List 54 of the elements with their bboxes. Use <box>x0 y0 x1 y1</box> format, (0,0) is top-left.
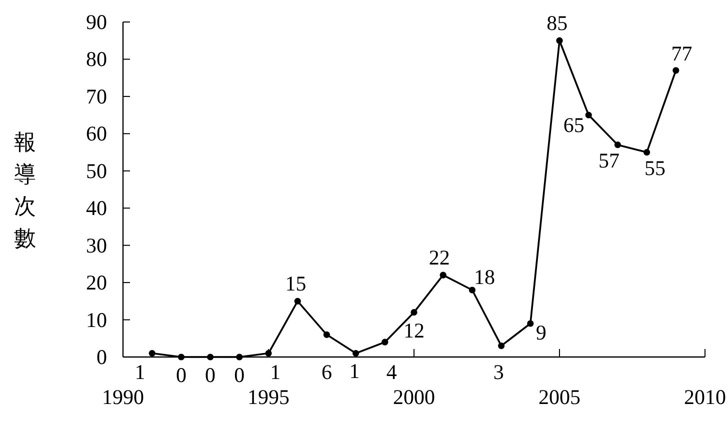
x-tick-label: 1995 <box>248 385 290 409</box>
x-tick-label: 2000 <box>393 385 435 409</box>
data-label: 9 <box>536 320 546 344</box>
y-tick-label: 60 <box>86 122 107 146</box>
data-label: 57 <box>598 148 620 172</box>
data-label: 65 <box>563 112 584 137</box>
y-tick-label: 90 <box>86 10 107 34</box>
data-label: 1 <box>134 360 146 384</box>
point <box>148 350 156 357</box>
point <box>644 148 650 156</box>
y-tick-label: 80 <box>86 47 107 72</box>
data-label: 0 <box>176 363 186 387</box>
point <box>672 67 680 74</box>
data-label: 6 <box>321 360 332 384</box>
data-label: 12 <box>404 318 424 342</box>
data-label: 1 <box>270 360 281 384</box>
point <box>585 112 592 118</box>
data-label: 18 <box>474 265 496 290</box>
y-tick-label: 30 <box>86 233 107 258</box>
data-label: 0 <box>234 363 245 387</box>
data-label: 77 <box>671 41 692 66</box>
point <box>382 338 388 346</box>
point <box>178 354 184 360</box>
point <box>556 37 563 44</box>
data-label: 0 <box>205 363 216 387</box>
point <box>294 298 301 304</box>
point <box>440 272 446 278</box>
data-label: 3 <box>493 360 504 384</box>
y-tick-label: 40 <box>86 196 107 220</box>
point <box>265 350 272 357</box>
y-tick-label: 0 <box>96 345 107 369</box>
data-label: 4 <box>386 360 398 384</box>
point <box>236 354 243 360</box>
y-tick-label: 10 <box>86 308 107 332</box>
y-tick-label: 20 <box>86 270 107 295</box>
data-label: 1 <box>349 359 360 384</box>
x-tick-label: 2010 <box>684 385 726 409</box>
point <box>498 342 505 350</box>
data-label: 55 <box>644 156 666 180</box>
data-label: 22 <box>428 246 450 270</box>
ylabel: 報導次數 <box>14 130 36 250</box>
point <box>614 142 621 148</box>
point <box>527 320 534 327</box>
x-tick-label: 1990 <box>102 385 144 409</box>
point <box>323 331 330 338</box>
point <box>410 309 418 316</box>
x-tick-label: 2005 <box>538 385 580 409</box>
data-label: 85 <box>546 10 568 35</box>
point <box>352 350 360 357</box>
point <box>468 286 476 294</box>
point <box>207 354 214 360</box>
y-tick-label: 70 <box>86 84 107 108</box>
data-label: 15 <box>285 271 306 296</box>
y-tick-label: 50 <box>86 158 107 183</box>
